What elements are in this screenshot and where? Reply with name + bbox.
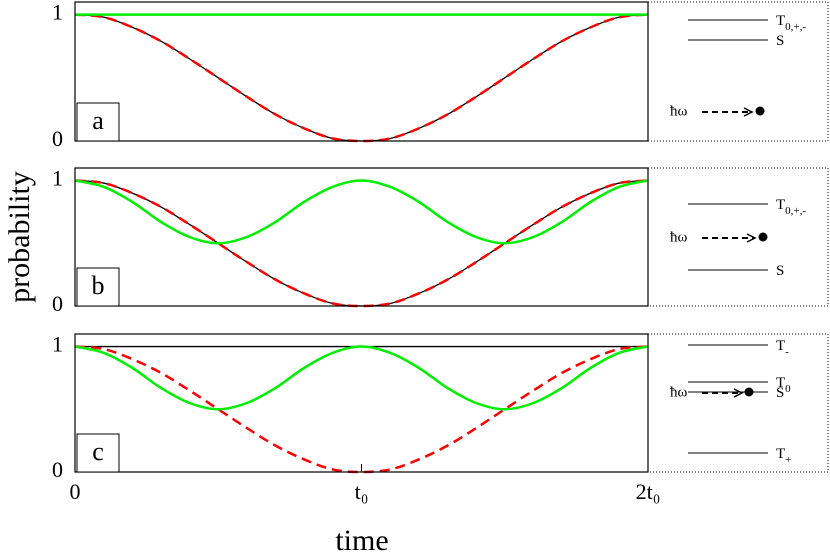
data-line	[74, 345, 649, 411]
electron	[744, 387, 754, 397]
level-label: T0,+,-	[776, 13, 806, 32]
level-label-main: S	[776, 33, 784, 49]
photon-label: ħω	[670, 103, 688, 119]
y-tick-label: 0	[52, 126, 63, 151]
level-label-main: T	[776, 197, 785, 213]
arrow-head	[733, 388, 744, 398]
level-label: S	[776, 263, 784, 279]
level-label-main: T	[776, 338, 785, 354]
y-tick-label: 1	[52, 332, 63, 357]
data-line	[74, 179, 649, 307]
level-label: T+	[776, 446, 791, 465]
panel-label-box	[76, 267, 120, 307]
level-label-main: S	[776, 263, 784, 279]
level-label: S	[776, 33, 784, 49]
photon-label: ħω	[670, 229, 688, 245]
level-label-main: S	[776, 385, 784, 401]
data-line	[74, 179, 649, 308]
y-tick-label: 1	[52, 0, 63, 25]
y-tick-label: 0	[52, 291, 63, 316]
photon-label: ħω	[670, 384, 688, 400]
data-line	[74, 13, 649, 143]
panel-label: b	[92, 271, 105, 300]
plot-frame	[74, 167, 649, 307]
electron	[755, 106, 765, 116]
x-tick-label: t₀	[355, 479, 369, 504]
level-label: T0,+,-	[776, 197, 806, 216]
plot-frame	[74, 333, 649, 473]
level-label-sub: -	[785, 346, 789, 358]
level-label-main: T	[776, 446, 785, 462]
panel-label-box	[76, 102, 120, 142]
panel-label: a	[92, 106, 104, 135]
x-tick-label: 2t₀	[636, 479, 661, 504]
level-label-sub: 0,+,-	[785, 21, 806, 33]
data-line	[74, 179, 649, 245]
level-label: T0	[776, 375, 791, 394]
panel-label-box	[76, 433, 120, 473]
arrow-head	[743, 107, 754, 117]
y-tick-label: 1	[52, 166, 63, 191]
level-label: S	[776, 385, 784, 401]
x-tick-label: 0	[70, 479, 81, 504]
level-label-sub: +	[785, 454, 791, 466]
y-tick-label: 0	[52, 457, 63, 482]
level-label-sub: 0,+,-	[785, 205, 806, 217]
panel-label: c	[92, 437, 104, 466]
level-label-main: T	[776, 13, 785, 29]
level-label-sub: 0	[785, 383, 791, 395]
arrow-head	[746, 233, 757, 243]
x-axis-label: time	[335, 524, 388, 557]
plot-frame	[74, 1, 649, 142]
data-line	[74, 345, 649, 474]
electron	[758, 232, 768, 242]
right-panel-box	[647, 333, 829, 473]
y-axis-label: probability	[3, 171, 36, 303]
data-line	[74, 13, 649, 142]
level-label: T-	[776, 338, 789, 357]
level-label-main: T	[776, 375, 785, 391]
right-panel-box	[647, 1, 829, 142]
